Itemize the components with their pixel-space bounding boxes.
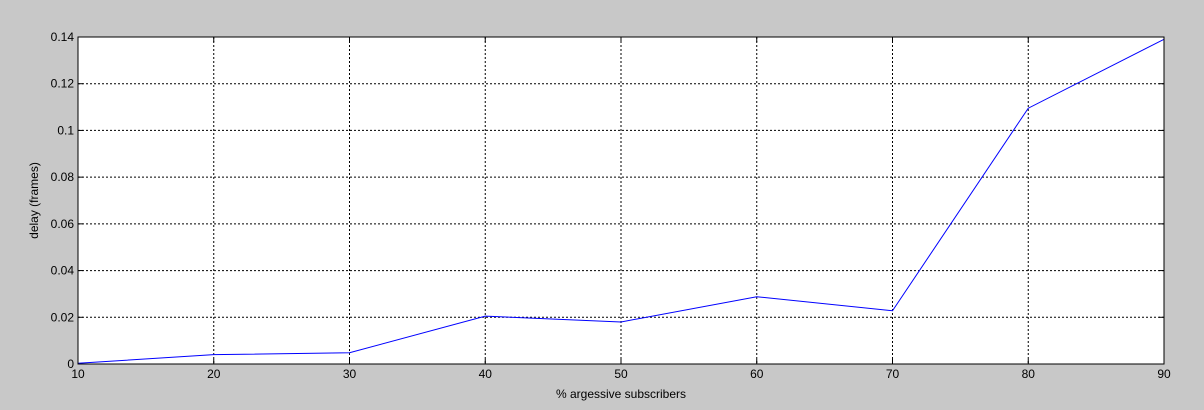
x-tick-label: 20	[207, 367, 221, 381]
y-tick-label: 0.14	[51, 30, 75, 44]
x-axis-label: % argessive subscribers	[556, 387, 686, 401]
series-layer	[77, 38, 1165, 364]
x-tick-label: 40	[479, 367, 493, 381]
y-tick-label: 0.12	[51, 77, 75, 91]
x-tick-label: 80	[1022, 367, 1036, 381]
y-tick-label: 0.02	[51, 310, 75, 324]
y-axis-label: delay (frames)	[27, 162, 41, 239]
tick-marks	[77, 36, 1165, 365]
x-tick-labels: 10 20 30 40 50 60 70 80 90	[71, 367, 1171, 381]
y-tick-label: 0.04	[51, 264, 75, 278]
x-tick-label: 50	[614, 367, 628, 381]
y-tick-labels: 0 0.02 0.04 0.06 0.08 0.1 0.12 0.14	[51, 30, 75, 371]
y-tick-label: 0.08	[51, 170, 75, 184]
x-tick-label: 60	[750, 367, 764, 381]
grid-lines	[78, 37, 1164, 364]
x-tick-label: 90	[1157, 367, 1171, 381]
x-tick-label: 70	[886, 367, 900, 381]
y-tick-label: 0	[67, 357, 74, 371]
series-line	[77, 38, 1165, 364]
y-tick-label: 0.1	[57, 123, 74, 137]
y-tick-label: 0.06	[51, 217, 75, 231]
x-tick-label: 30	[343, 367, 357, 381]
x-tick-label: 10	[71, 367, 85, 381]
